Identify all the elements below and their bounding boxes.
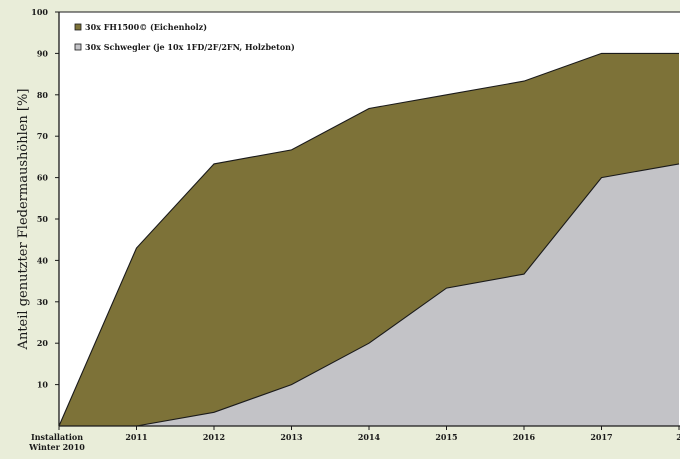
x-tick-label: 2011: [125, 432, 147, 442]
x-tick-label: 2012: [203, 432, 225, 442]
x-tick-label: 2015: [435, 432, 457, 442]
x-tick-label: Installation Winter 2010: [28, 432, 85, 452]
legend-label: 30x FH1500© (Eichenholz): [85, 22, 207, 32]
y-tick-label: 40: [37, 255, 49, 265]
y-tick-label: 50: [37, 214, 49, 224]
series-area-1: [59, 163, 679, 426]
legend-swatch: [74, 23, 82, 31]
y-tick-label: 80: [37, 90, 49, 100]
y-tick-labels: 10 20 30 40 50 60 70 80 90 100: [31, 7, 48, 390]
y-tick-label: 90: [37, 48, 49, 58]
axes: [55, 11, 680, 430]
x-tick-label: 2016: [513, 432, 536, 442]
y-tick-label: 20: [37, 338, 49, 348]
y-axis-label: Anteil genutzter Fledermaushöhlen [%]: [16, 89, 31, 351]
x-tick-labels: Installation Winter 2010 2011 2012 2013 2014 2…: [28, 432, 680, 452]
legend-label: 30x Schwegler (je 10x 1FD/2F/2FN, Holzbe…: [85, 42, 295, 52]
series-line-0: [58, 52, 679, 427]
series-areas: [58, 52, 680, 427]
y-tick-label: 30: [37, 297, 49, 307]
x-tick-label: 2017: [590, 432, 612, 442]
y-tick-label: 60: [37, 173, 49, 183]
x-tick-label: 2: [676, 432, 680, 442]
x-tick-label: 2013: [280, 432, 303, 442]
y-tick-label: 70: [37, 131, 49, 141]
series-line-1: [59, 163, 680, 427]
x-tick-label: 2014: [358, 432, 381, 442]
y-tick-label: 10: [37, 380, 49, 390]
legend-swatch: [74, 43, 82, 51]
legend: 30x FH1500© (Eichenholz) 30x Schwegler (j…: [74, 22, 295, 52]
y-tick-label: 100: [31, 7, 48, 17]
